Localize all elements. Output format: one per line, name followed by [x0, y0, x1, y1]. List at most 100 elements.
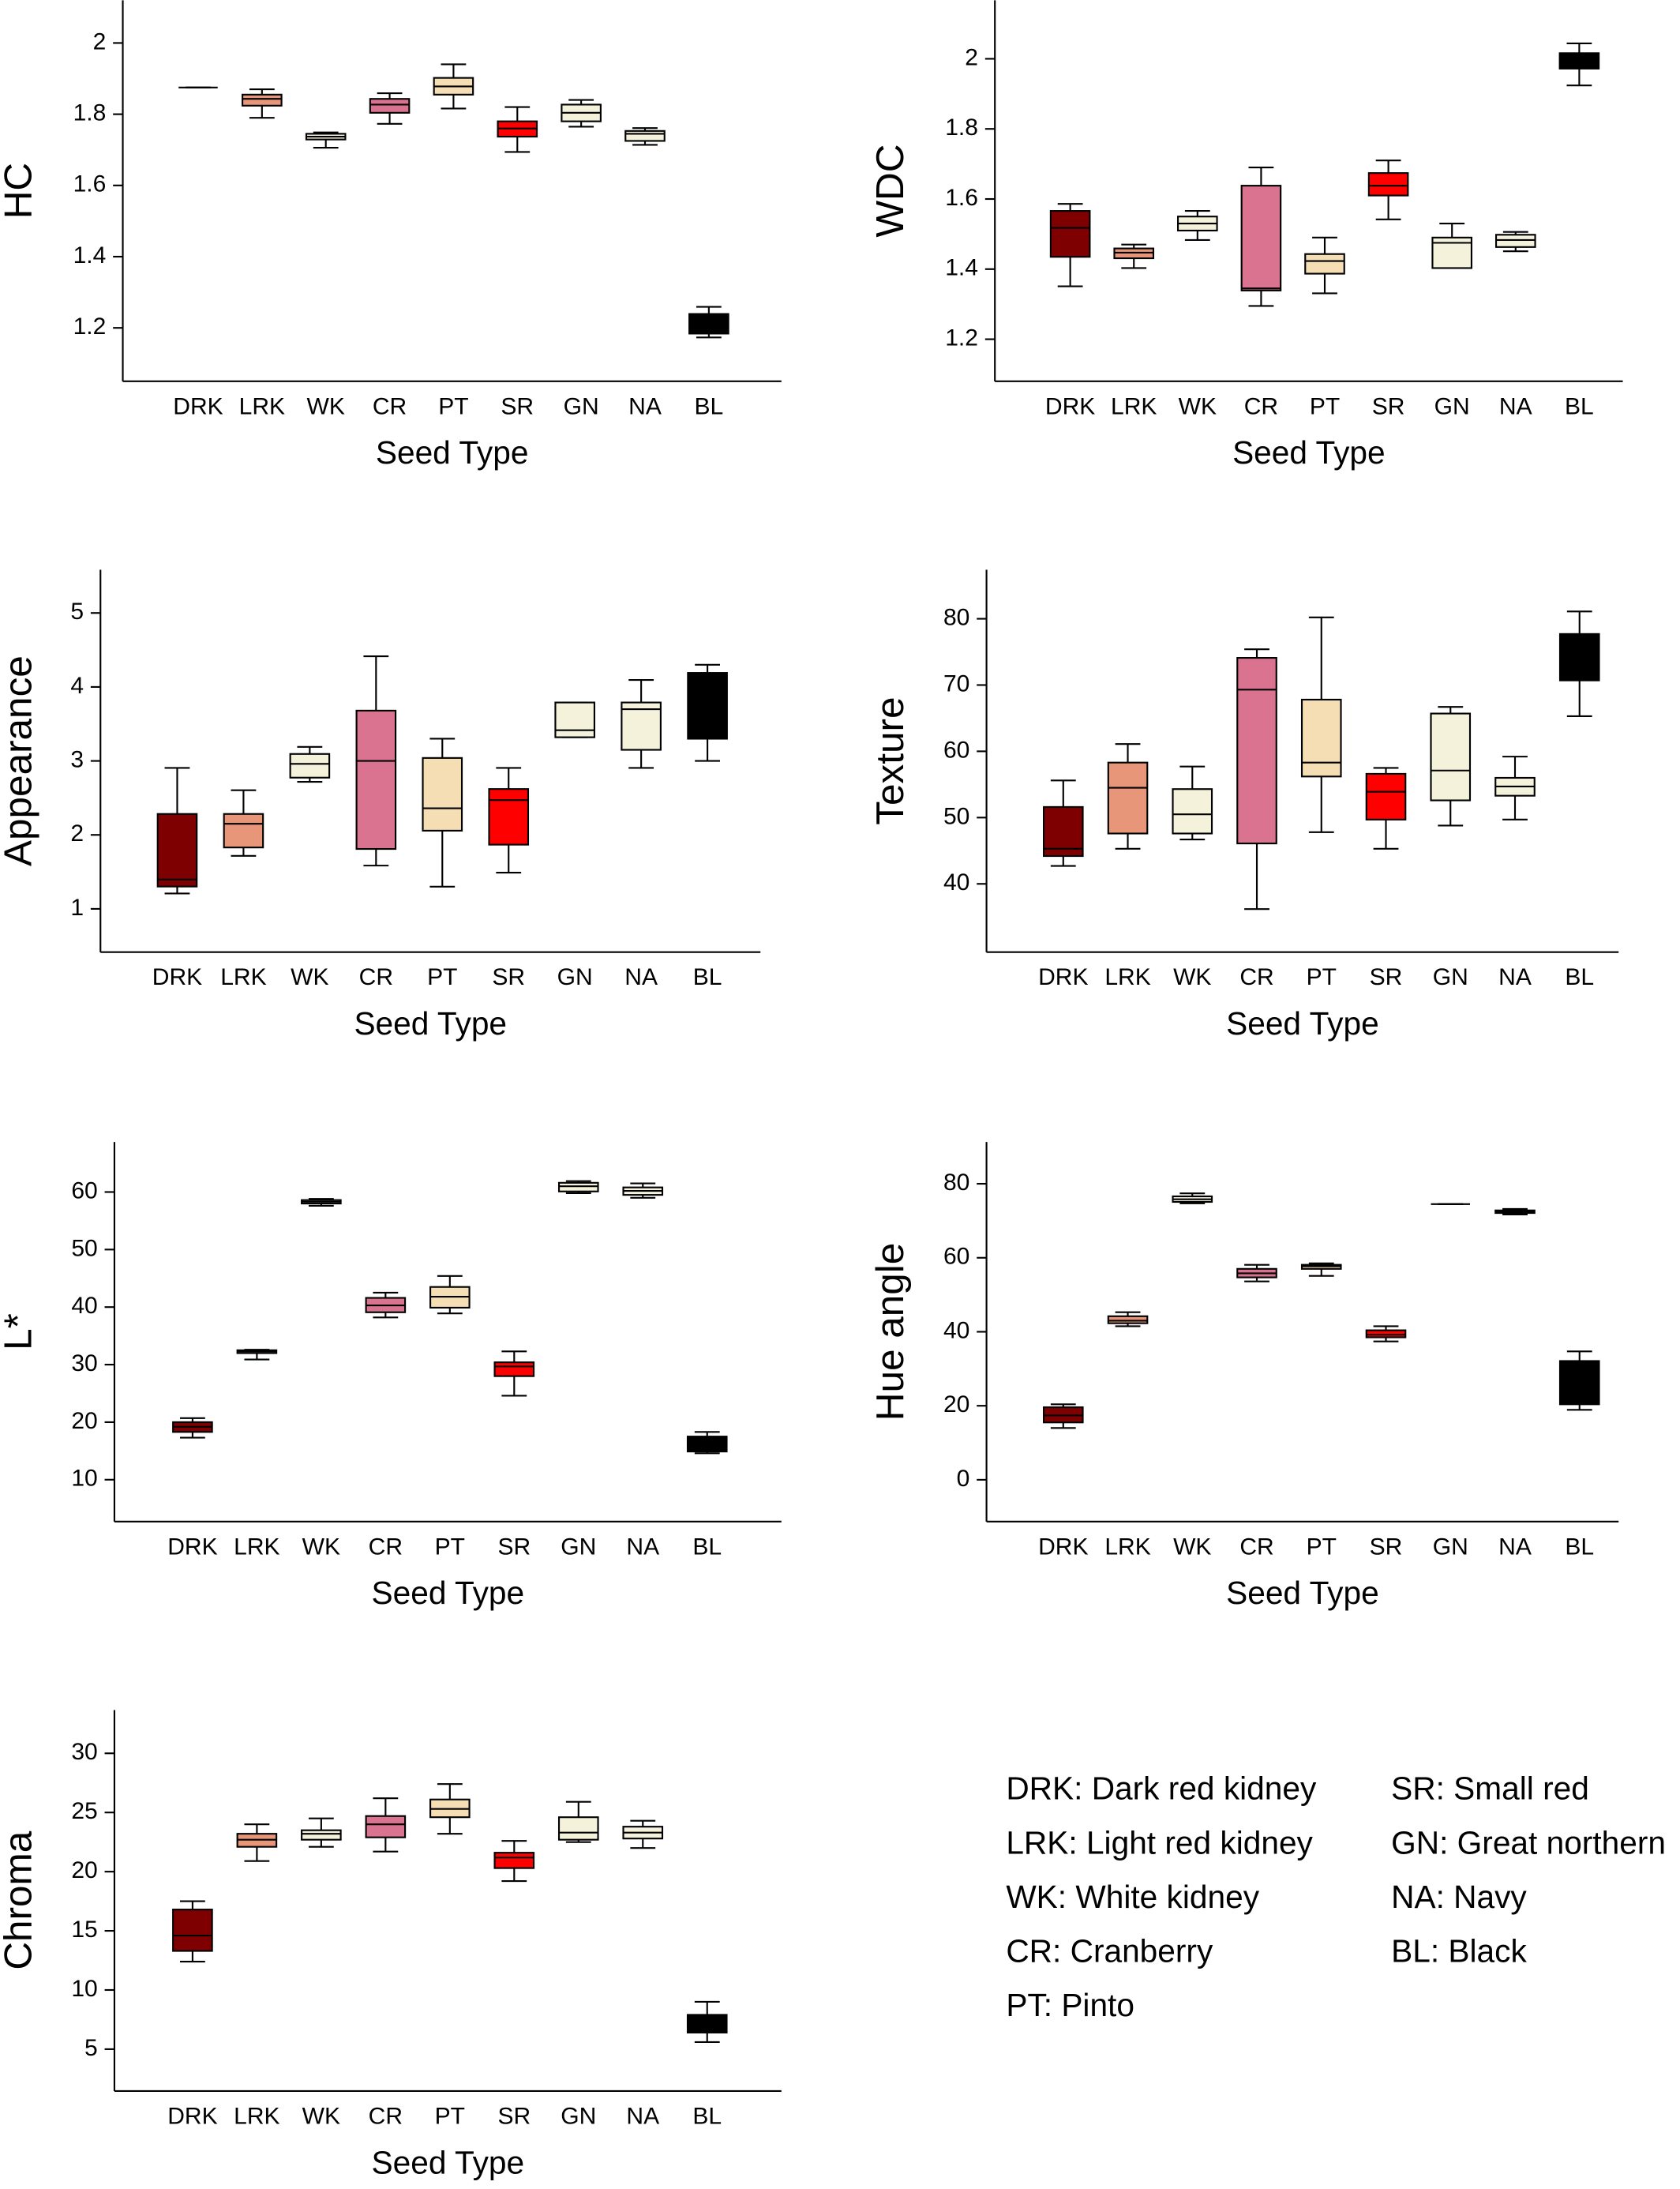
- box: [1365, 1329, 1407, 1339]
- box: [624, 130, 666, 142]
- x-tick-label: DRK: [1038, 1534, 1088, 1560]
- x-tick-label: PT: [435, 2103, 465, 2129]
- box: [1107, 1315, 1149, 1324]
- x-tick-label: CR: [1239, 964, 1273, 990]
- legend-text: NA: Navy: [1391, 1879, 1527, 1915]
- y-axis-label: Chroma: [0, 1830, 40, 1969]
- x-tick-label: NA: [1499, 393, 1532, 419]
- x-tick-label: GN: [561, 2103, 596, 2129]
- box: [1494, 234, 1536, 248]
- x-axis-label: Seed Type: [1232, 434, 1386, 471]
- box: [1430, 712, 1472, 802]
- y-tick-label: 1.8: [945, 115, 978, 141]
- box: [1558, 1360, 1600, 1406]
- x-axis-label: Seed Type: [1226, 1575, 1379, 1611]
- y-tick-label: 40: [71, 1293, 97, 1319]
- legend-text: WK: White kidney: [1006, 1879, 1259, 1915]
- box: [557, 1816, 599, 1841]
- y-tick-label: 50: [71, 1235, 97, 1261]
- x-axis-label: Seed Type: [1226, 1005, 1379, 1042]
- y-axis-label: Hue angle: [868, 1243, 912, 1421]
- y-tick-label: 0: [957, 1466, 970, 1492]
- x-tick-label: GN: [1433, 1534, 1468, 1560]
- x-tick-label: SR: [1372, 393, 1405, 419]
- x-tick-label: CR: [359, 964, 393, 990]
- x-tick-label: SR: [1370, 1534, 1403, 1560]
- y-tick-label: 80: [943, 604, 969, 630]
- x-tick-label: SR: [497, 1534, 531, 1560]
- y-tick-label: 40: [943, 869, 969, 896]
- y-tick-label: 40: [943, 1317, 969, 1343]
- box: [493, 1361, 535, 1377]
- x-tick-label: WK: [1173, 1534, 1211, 1560]
- y-tick-label: 2: [965, 44, 978, 70]
- y-axis-label: Texture: [868, 696, 912, 824]
- x-tick-label: DRK: [152, 964, 202, 990]
- x-axis-label: Seed Type: [376, 434, 529, 471]
- y-tick-label: 10: [71, 1976, 97, 2002]
- box: [1304, 253, 1345, 275]
- x-tick-label: LRK: [234, 1534, 279, 1560]
- x-axis-label: Seed Type: [372, 2144, 525, 2180]
- box: [1300, 698, 1342, 778]
- x-tick-label: PT: [438, 393, 468, 419]
- x-tick-label: BL: [692, 1534, 722, 1560]
- x-tick-label: NA: [626, 1534, 659, 1560]
- x-axis-label: Seed Type: [372, 1575, 525, 1611]
- box: [493, 1852, 535, 1869]
- box: [1367, 172, 1409, 197]
- y-axis-label: WDC: [868, 145, 912, 238]
- y-tick-label: 70: [943, 670, 969, 696]
- y-tick-label: 60: [71, 1177, 97, 1203]
- x-tick-label: SR: [492, 964, 525, 990]
- x-tick-label: CR: [369, 1534, 403, 1560]
- legend-text: DRK: Dark red kidney: [1006, 1770, 1317, 1807]
- x-tick-label: SR: [501, 393, 534, 419]
- y-tick-label: 60: [943, 737, 969, 763]
- y-tick-label: 25: [71, 1798, 97, 1824]
- x-tick-label: PT: [435, 1534, 465, 1560]
- x-tick-label: LRK: [234, 2103, 279, 2129]
- x-tick-label: DRK: [173, 393, 223, 419]
- x-tick-label: LRK: [239, 393, 285, 419]
- y-tick-label: 2: [93, 28, 107, 54]
- box: [686, 1436, 728, 1453]
- y-axis-label: L*: [0, 1313, 40, 1350]
- x-tick-label: WK: [307, 393, 345, 419]
- x-tick-label: GN: [1434, 393, 1470, 419]
- box: [554, 701, 595, 738]
- y-tick-label: 50: [943, 803, 969, 829]
- legend-text: GN: Great northern: [1391, 1824, 1666, 1860]
- x-tick-label: PT: [1310, 393, 1340, 419]
- x-tick-label: GN: [557, 964, 593, 990]
- y-axis-label: Appearance: [0, 655, 40, 866]
- x-tick-label: DRK: [167, 2103, 217, 2129]
- x-tick-label: GN: [1433, 964, 1468, 990]
- box: [1365, 772, 1407, 820]
- y-tick-label: 20: [71, 1857, 97, 1883]
- box: [355, 709, 397, 850]
- legend-text: CR: Cranberry: [1006, 1932, 1213, 1969]
- box: [223, 813, 264, 849]
- y-tick-label: 1: [70, 895, 84, 921]
- y-tick-label: 15: [71, 1917, 97, 1943]
- box: [1107, 761, 1149, 835]
- x-tick-label: CR: [1239, 1534, 1273, 1560]
- x-tick-label: DRK: [167, 1534, 217, 1560]
- x-tick-label: WK: [1173, 964, 1211, 990]
- x-tick-label: DRK: [1038, 964, 1088, 990]
- x-tick-label: NA: [626, 2103, 659, 2129]
- box: [422, 757, 463, 832]
- x-tick-label: CR: [1244, 393, 1278, 419]
- box: [1240, 185, 1282, 291]
- x-tick-label: BL: [692, 2103, 722, 2129]
- x-tick-label: WK: [1179, 393, 1217, 419]
- box: [557, 1181, 599, 1192]
- y-tick-label: 10: [71, 1466, 97, 1492]
- box: [365, 1815, 407, 1838]
- y-tick-label: 30: [71, 1739, 97, 1765]
- legend-text: SR: Small red: [1391, 1770, 1589, 1807]
- x-tick-label: LRK: [1111, 393, 1157, 419]
- x-tick-label: NA: [624, 964, 658, 990]
